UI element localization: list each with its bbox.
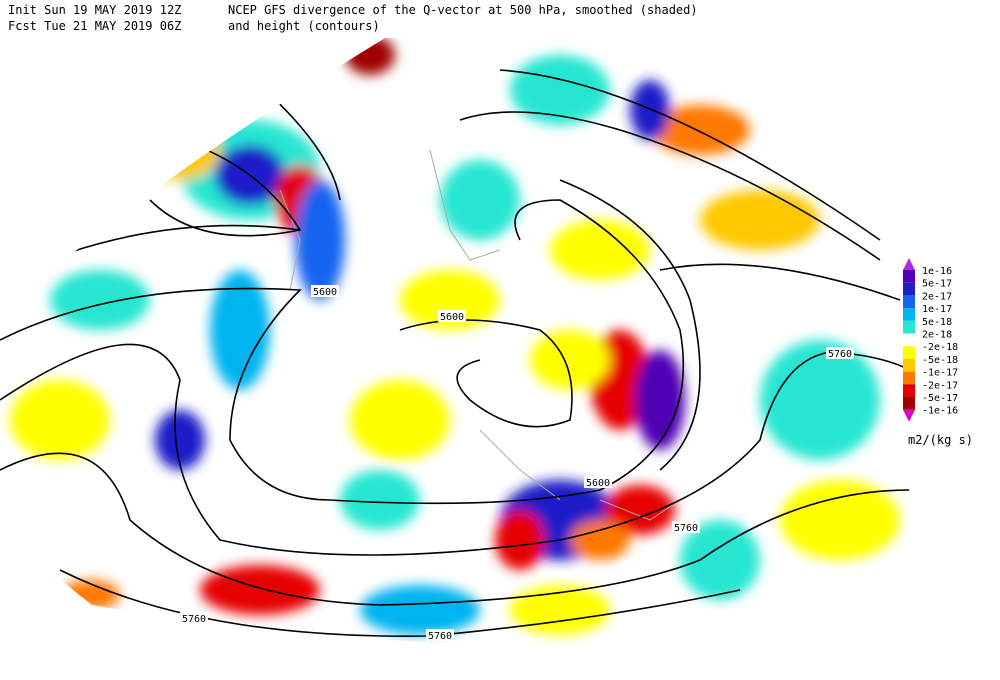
contour-label-bg (438, 310, 466, 322)
colorbar-swatch (903, 258, 915, 270)
title-line: and height (contours) (228, 19, 380, 33)
colorbar-swatch (903, 320, 915, 334)
contour-label-bg (672, 521, 700, 533)
colorbar-label: 2e-17 (922, 291, 952, 302)
colorbar-swatch (903, 409, 915, 422)
contour-label: 5600 (313, 287, 337, 298)
colorbar-swatch (903, 270, 915, 283)
colorbar-label: -5e-17 (922, 393, 958, 404)
colorbar-label: 5e-18 (922, 317, 952, 328)
colorbar-label: 2e-18 (922, 330, 952, 341)
colorbar-swatch (903, 333, 915, 347)
colorbar-label: -2e-17 (922, 380, 958, 391)
colorbar-label: 1e-16 (922, 266, 952, 277)
contour-label: 5760 (828, 349, 852, 360)
contour-label-bg (426, 629, 454, 641)
contour-label: 5600 (440, 312, 464, 323)
colorbar-swatch (903, 358, 915, 372)
colorbar-swatch (903, 371, 915, 385)
colorbar-swatch (903, 308, 915, 321)
colorbar-swatch (903, 346, 915, 359)
contour-label-bg (180, 612, 208, 624)
colorbar-label: -2e-18 (922, 342, 958, 353)
contour-labels: 5600 5600 5600 5760 5760 5760 5760 (180, 285, 854, 642)
colorbar-swatch (903, 397, 915, 410)
shaded-field (0, 38, 912, 644)
contour-label: 5760 (182, 614, 206, 625)
colorbar-swatch (903, 282, 915, 296)
colorbar-label: -1e-17 (922, 368, 958, 379)
colorbar-unit: m2/(kg s) (908, 433, 973, 447)
colorbar-label: -1e-16 (922, 406, 958, 417)
colorbar-swatch (903, 384, 915, 397)
contour-label: 5760 (674, 523, 698, 534)
colorbar-label: -5e-18 (922, 355, 958, 366)
colorbar-label: 5e-17 (922, 279, 952, 290)
contour-label-bg (584, 476, 612, 488)
contour-label-bg (826, 347, 854, 359)
contour-label-bg (311, 285, 339, 297)
contour-label: 5600 (586, 478, 610, 489)
forecast-time: Fcst Tue 21 MAY 2019 06Z (8, 19, 181, 33)
colorbar-label: 1e-17 (922, 304, 952, 315)
init-time: Init Sun 19 MAY 2019 12Z (8, 3, 181, 17)
contour-label: 5760 (428, 631, 452, 642)
colorbar-swatch (903, 295, 915, 309)
title-line: NCEP GFS divergence of the Q-vector at 5… (228, 3, 698, 17)
